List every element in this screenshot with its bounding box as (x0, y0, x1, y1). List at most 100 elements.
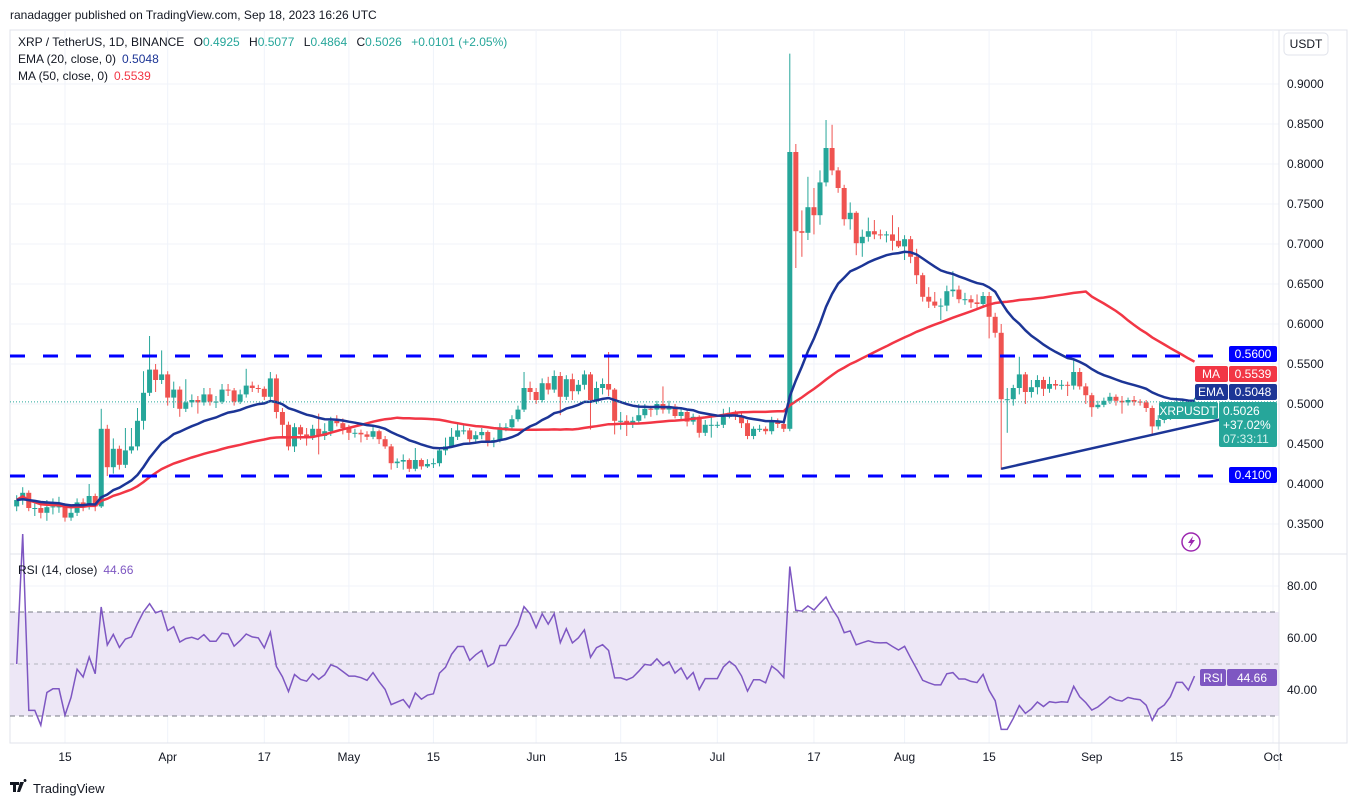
candle-body (310, 428, 316, 437)
candle-body (461, 430, 467, 432)
bar-countdown: 07:33:11 (1223, 432, 1269, 446)
candle-body (515, 409, 521, 420)
tradingview-logo[interactable]: TradingView (10, 779, 105, 796)
candle-body (968, 299, 974, 303)
candle-body (793, 152, 799, 232)
time-axis-ticks: 15 Apr 17 May 15 Jun 15 Jul 17 Aug 15 Sep 15 Oct (58, 750, 1283, 764)
candle-body (587, 374, 593, 400)
candle-body (642, 408, 648, 416)
legend-rsi[interactable]: RSI (14, close) 44.66 (18, 563, 134, 577)
candle-body (1089, 395, 1095, 408)
time-tick-label: Apr (158, 750, 177, 764)
high-value: 0.5077 (258, 35, 295, 49)
price-tick-label: 0.5500 (1287, 357, 1324, 371)
rsi-tag-value: 44.66 (1237, 671, 1267, 685)
candle-body (1071, 372, 1077, 386)
candle-body (394, 461, 400, 464)
candle-body (624, 420, 630, 424)
price-tick-label: 0.8500 (1287, 117, 1324, 131)
candle-body (267, 378, 273, 397)
candle-body (207, 394, 213, 402)
candle-body (1131, 400, 1137, 402)
low-value: 0.4864 (310, 35, 347, 49)
candle-body (503, 427, 509, 429)
lightning-icon[interactable] (1181, 532, 1201, 552)
candle-body (636, 415, 642, 421)
candle-body (781, 424, 787, 429)
candle-body (1113, 396, 1119, 401)
candle-body (1107, 396, 1113, 401)
candle-body (376, 431, 382, 440)
candle-body (720, 416, 726, 425)
candle-body (128, 446, 134, 451)
candle-body (1143, 402, 1149, 408)
candle-body (859, 236, 865, 244)
price-tick-label: 0.7000 (1287, 237, 1324, 251)
candle-body (823, 148, 829, 183)
candle-body (521, 388, 527, 410)
candle-body (382, 439, 388, 447)
candle-body (600, 384, 606, 388)
candle-body (1040, 380, 1046, 389)
time-tick-label: Jun (526, 750, 545, 764)
rsi-tag-label: RSI (1203, 671, 1223, 685)
horizontal-levels[interactable]: 0.5600 0.4100 (10, 346, 1277, 483)
candle-body (1047, 384, 1053, 389)
level-tag (1229, 346, 1277, 362)
candle-body (231, 390, 237, 402)
legend-ma[interactable]: MA (50, close, 0) 0.5539 (18, 69, 151, 83)
candle-body (708, 424, 714, 426)
candle-body (962, 299, 968, 301)
candle-body (400, 460, 406, 462)
symbol-tag: XRPUSDT (1159, 404, 1217, 418)
candle-body (606, 384, 612, 390)
candle-body (1125, 400, 1131, 403)
price-tick-label: 0.4500 (1287, 437, 1324, 451)
ema-line (16, 250, 1195, 507)
candle-body (418, 460, 424, 467)
candle-body (153, 369, 159, 380)
candle-body (956, 289, 962, 300)
ema-tag-label: EMA (1198, 385, 1224, 399)
candle-body (340, 423, 346, 428)
candle-body (1010, 388, 1016, 400)
candle-body (998, 332, 1004, 400)
trendline[interactable] (1000, 413, 1244, 471)
candle-body (92, 496, 98, 507)
time-tick-label: 15 (58, 750, 72, 764)
brand-name: TradingView (33, 781, 105, 796)
candle-body (980, 296, 986, 304)
candle-body (1083, 386, 1089, 396)
candle-body (352, 432, 358, 434)
candle-body (177, 389, 183, 409)
candle-body (612, 389, 618, 421)
candle-body (829, 148, 835, 171)
candle-body (992, 316, 998, 333)
candle-body (68, 512, 74, 518)
price-tick-label: 0.7500 (1287, 197, 1324, 211)
candle-body (436, 450, 442, 464)
candle-body (134, 420, 140, 447)
candle-body (835, 170, 841, 188)
candle-body (1053, 384, 1059, 386)
candle-body (841, 188, 847, 220)
candle-body (298, 427, 304, 435)
candle-body (974, 302, 980, 304)
candle-body (183, 402, 189, 409)
candle-body (358, 432, 364, 435)
legend-ema[interactable]: EMA (20, close, 0) 0.5048 (18, 52, 159, 66)
rsi-axis-ticks: 80.00 60.00 40.00 (1287, 579, 1317, 697)
candle-body (594, 388, 600, 400)
ma-line (16, 290, 1196, 509)
currency-button[interactable] (1283, 32, 1329, 56)
candle-body (684, 412, 690, 422)
candle-body (316, 428, 322, 436)
candle-body (328, 420, 334, 432)
candle-body (1149, 408, 1155, 427)
candle-body (787, 152, 793, 429)
candle-body (1059, 384, 1065, 386)
legend-main: XRP / TetherUS, 1D, BINANCE O0.4925 H0.5… (18, 35, 507, 49)
price-tick-label: 0.8000 (1287, 157, 1324, 171)
candle-body (926, 296, 932, 302)
